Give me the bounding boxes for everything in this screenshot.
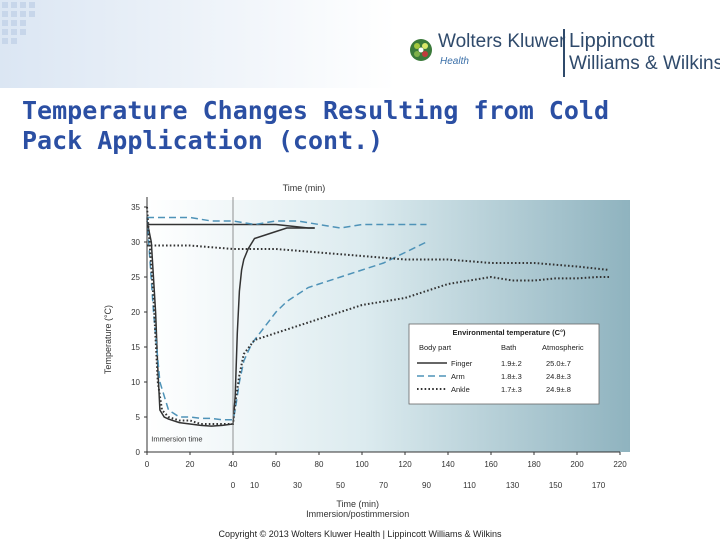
x2-tick-label: 110 <box>463 481 476 490</box>
corner-dot <box>11 20 17 26</box>
imprint-name-line1: Lippincott <box>569 30 655 52</box>
x-axis-label: Time (min) <box>336 499 379 509</box>
corner-dot-pattern <box>2 2 35 44</box>
x2-tick-label: 10 <box>250 481 259 490</box>
y-tick-label: 35 <box>131 203 140 212</box>
x2-tick-label: 30 <box>293 481 302 490</box>
top-axis-label: Time (min) <box>283 183 326 193</box>
corner-dot <box>11 38 17 44</box>
y-tick-label: 30 <box>131 238 140 247</box>
x2-tick-label: 170 <box>592 481 606 490</box>
corner-dot <box>11 2 17 8</box>
corner-dot <box>20 11 26 17</box>
x2-tick-label: 0 <box>231 481 236 490</box>
legend-title: Environmental temperature (C°) <box>452 328 566 337</box>
corner-dot <box>29 2 35 8</box>
immersion-time-annotation: Immersion time <box>151 435 202 444</box>
x2-tick-label: 70 <box>379 481 388 490</box>
legend-header: Bath <box>501 343 516 352</box>
corner-dot <box>29 11 35 17</box>
legend-bath-value: 1.8±.3 <box>501 372 522 381</box>
legend-header: Body part <box>419 343 452 352</box>
x-tick-label: 0 <box>145 460 150 469</box>
x-tick-label: 120 <box>398 460 412 469</box>
wolters-kluwer-globe-icon <box>410 39 432 61</box>
legend-bath-value: 1.7±.3 <box>501 385 522 394</box>
x-axis-label-2: Immersion/postimmersion <box>306 509 409 519</box>
legend-box <box>408 323 600 405</box>
imprint-name-line2: Williams & Wilkins <box>569 53 720 74</box>
x-tick-label: 140 <box>441 460 455 469</box>
corner-dot <box>2 11 8 17</box>
series-arm-control-line <box>147 216 427 229</box>
legend-bath-value: 1.9±.2 <box>501 359 522 368</box>
x2-tick-label: 50 <box>336 481 345 490</box>
x-tick-label: 180 <box>527 460 541 469</box>
x-tick-label: 80 <box>315 460 324 469</box>
x2-tick-label: 150 <box>549 481 563 490</box>
series-ankle-line <box>146 206 610 425</box>
x-tick-label: 200 <box>570 460 584 469</box>
corner-dot <box>20 29 26 35</box>
publisher-name: Wolters Kluwer <box>438 31 566 52</box>
x-tick-label: 60 <box>272 460 281 469</box>
publisher-division: Health <box>440 56 469 67</box>
corner-dot <box>20 20 26 26</box>
legend-label: Finger <box>451 359 473 368</box>
corner-dot <box>2 20 8 26</box>
y-axis-label: Temperature (°C) <box>103 305 113 374</box>
corner-dot <box>20 2 26 8</box>
series-ankle-control-line <box>147 244 610 271</box>
x-tick-label: 160 <box>484 460 498 469</box>
y-tick-label: 20 <box>131 308 140 317</box>
legend-label: Arm <box>451 372 465 381</box>
corner-dot <box>2 2 8 8</box>
y-tick-label: 5 <box>136 413 141 422</box>
y-tick-label: 10 <box>131 378 140 387</box>
copyright-footer: Copyright © 2013 Wolters Kluwer Health |… <box>218 529 502 539</box>
corner-dot <box>11 11 17 17</box>
x-tick-label: 100 <box>355 460 369 469</box>
x-tick-label: 220 <box>613 460 627 469</box>
y-tick-label: 25 <box>131 273 140 282</box>
corner-dot <box>2 38 8 44</box>
series-finger-control-line <box>147 223 315 229</box>
x2-tick-label: 90 <box>422 481 431 490</box>
y-tick-label: 15 <box>131 343 140 352</box>
legend-label: Ankle <box>451 385 470 394</box>
x-tick-label: 40 <box>229 460 238 469</box>
corner-dot <box>2 29 8 35</box>
corner-dot <box>11 29 17 35</box>
header-band <box>0 0 720 88</box>
legend-atmospheric-value: 24.9±.8 <box>546 385 571 394</box>
x-tick-label: 20 <box>186 460 195 469</box>
x2-tick-label: 130 <box>506 481 520 490</box>
legend-atmospheric-value: 24.8±.3 <box>546 372 571 381</box>
legend-atmospheric-value: 25.0±.7 <box>546 359 571 368</box>
logo-divider <box>563 29 565 77</box>
slide-title: Temperature Changes Resulting from Cold … <box>22 96 609 155</box>
y-tick-label: 0 <box>136 448 141 457</box>
legend-header: Atmospheric <box>542 343 584 352</box>
